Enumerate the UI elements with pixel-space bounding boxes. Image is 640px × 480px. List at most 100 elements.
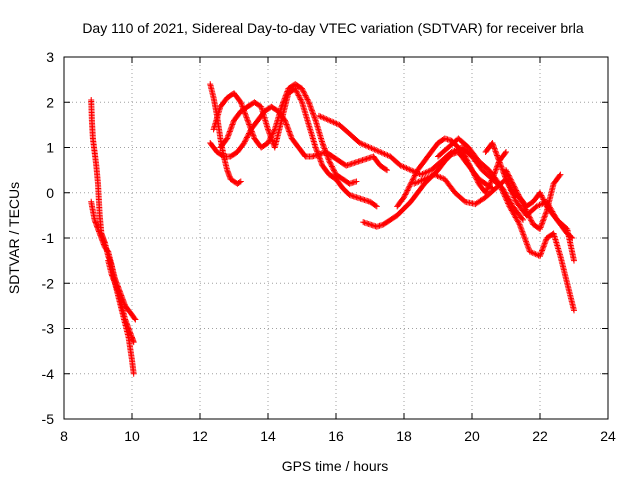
- data-point-fill: [483, 187, 490, 194]
- data-point-fill: [403, 188, 410, 195]
- data-point-fill: [321, 115, 328, 122]
- data-point-fill: [538, 221, 545, 228]
- data-points: [88, 81, 577, 377]
- x-tick-label: 22: [532, 428, 548, 444]
- data-point: [496, 158, 503, 165]
- data-point-fill: [526, 213, 533, 220]
- data-point: [537, 253, 543, 260]
- data-point: [237, 178, 244, 185]
- data-point-fill: [309, 108, 316, 115]
- data-point-fill: [375, 148, 382, 155]
- data-point: [312, 144, 319, 151]
- data-point-fill: [498, 184, 505, 191]
- data-point-fill: [361, 141, 368, 148]
- data-point-fill: [306, 102, 313, 109]
- data-point-fill: [528, 217, 535, 224]
- data-point-fill: [329, 164, 336, 171]
- data-point-fill: [513, 187, 520, 194]
- data-point-fill: [495, 156, 502, 163]
- data-point-fill: [503, 168, 510, 175]
- data-point-fill: [325, 156, 332, 163]
- data-point-fill: [501, 173, 508, 180]
- data-point-fill: [238, 102, 245, 109]
- data-point-fill: [372, 147, 379, 154]
- data-point-fill: [236, 179, 243, 186]
- data-point-fill: [522, 237, 529, 244]
- data-point: [132, 316, 139, 323]
- data-point-fill: [228, 122, 235, 129]
- data-point-fill: [305, 97, 312, 104]
- data-point-fill: [226, 128, 233, 135]
- data-point-fill: [229, 121, 236, 128]
- data-point-fill: [248, 128, 255, 135]
- data-point-fill: [529, 249, 536, 256]
- data-point: [496, 180, 503, 187]
- data-point-fill: [535, 202, 542, 209]
- data-point: [462, 153, 469, 160]
- data-point-fill: [528, 218, 535, 225]
- y-tick-label: -3: [42, 321, 55, 337]
- data-point-fill: [540, 216, 547, 223]
- data-point-fill: [491, 145, 498, 152]
- data-point: [299, 85, 305, 92]
- data-point-fill: [248, 127, 255, 134]
- data-point: [241, 139, 248, 146]
- data-point-fill: [288, 134, 295, 141]
- data-point-fill: [380, 150, 387, 157]
- data-point-fill: [323, 149, 330, 156]
- data-point-fill: [541, 240, 548, 247]
- data-point-fill: [541, 241, 548, 248]
- series-segment-6: [210, 81, 360, 187]
- data-point: [520, 216, 526, 223]
- data-point-fill: [249, 131, 256, 138]
- data-point: [265, 126, 271, 133]
- data-point-fill: [404, 187, 411, 194]
- data-point-fill: [407, 182, 414, 189]
- data-point-fill: [286, 128, 293, 135]
- data-point: [373, 203, 380, 210]
- data-point-fill: [242, 137, 249, 144]
- data-point-fill: [420, 170, 427, 177]
- data-point-fill: [519, 215, 526, 222]
- data-point-fill: [484, 185, 491, 192]
- data-point-fill: [328, 163, 335, 170]
- data-point-fill: [505, 172, 512, 179]
- data-point-fill: [518, 227, 525, 234]
- data-point-fill: [410, 175, 417, 182]
- chart-title: Day 110 of 2021, Sidereal Day-to-day VTE…: [82, 20, 584, 36]
- data-point-fill: [308, 107, 315, 114]
- data-point-fill: [250, 134, 257, 141]
- data-point-fill: [243, 134, 250, 141]
- data-point-fill: [438, 174, 445, 181]
- data-point-fill: [493, 151, 500, 158]
- data-point-fill: [504, 199, 511, 206]
- data-point-fill: [241, 138, 248, 145]
- data-point-fill: [503, 196, 510, 203]
- data-point-fill: [318, 161, 325, 168]
- data-point: [237, 99, 244, 106]
- data-point: [356, 139, 363, 146]
- data-point-fill: [329, 118, 336, 125]
- data-point-fill: [296, 95, 303, 102]
- data-point-fill: [425, 168, 432, 175]
- data-point-fill: [327, 117, 334, 124]
- data-point-fill: [539, 193, 546, 200]
- data-point-fill: [507, 175, 514, 182]
- data-point: [353, 178, 360, 185]
- data-point-fill: [284, 122, 291, 129]
- data-point: [319, 139, 326, 146]
- data-point-fill: [400, 163, 407, 170]
- series-segment-13: [482, 139, 564, 232]
- data-point-fill: [238, 100, 245, 107]
- data-point-fill: [403, 165, 410, 172]
- data-point-fill: [471, 171, 478, 178]
- data-point-fill: [462, 154, 469, 161]
- data-point-fill: [324, 153, 331, 160]
- data-point: [421, 176, 428, 183]
- data-point-fill: [384, 152, 391, 159]
- data-point-fill: [503, 197, 510, 204]
- data-point-fill: [501, 193, 508, 200]
- data-point-fill: [525, 211, 532, 218]
- data-point-fill: [487, 180, 494, 187]
- data-point-fill: [461, 197, 468, 204]
